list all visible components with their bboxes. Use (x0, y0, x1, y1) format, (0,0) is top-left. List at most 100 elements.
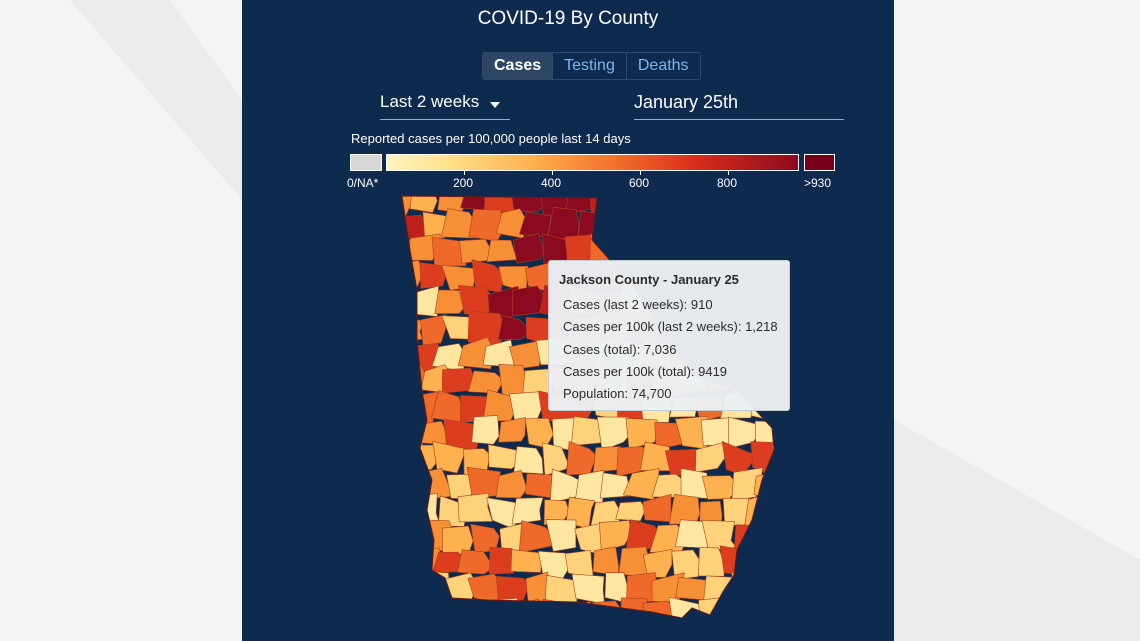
county-shape[interactable] (392, 234, 413, 263)
county-shape[interactable] (470, 523, 500, 554)
county-shape[interactable] (769, 602, 792, 632)
county-shape[interactable] (441, 264, 476, 291)
county-shape[interactable] (747, 604, 780, 629)
county-shape[interactable] (513, 446, 544, 475)
county-shape[interactable] (783, 417, 792, 445)
county-shape[interactable] (448, 624, 481, 641)
county-shape[interactable] (458, 598, 496, 627)
county-shape[interactable] (467, 370, 504, 394)
county-shape[interactable] (513, 232, 545, 264)
county-shape[interactable] (749, 547, 780, 582)
county-shape[interactable] (665, 190, 699, 216)
county-shape[interactable] (754, 629, 792, 641)
period-dropdown[interactable]: Last 2 weeks (380, 92, 510, 120)
county-shape[interactable] (721, 602, 751, 632)
county-shape[interactable] (508, 340, 542, 370)
county-shape[interactable] (653, 210, 682, 243)
county-shape[interactable] (726, 211, 760, 240)
county-shape[interactable] (543, 499, 570, 526)
county-shape[interactable] (756, 526, 787, 555)
county-shape[interactable] (511, 598, 548, 632)
county-shape[interactable] (771, 440, 792, 470)
county-shape[interactable] (699, 500, 723, 525)
county-shape[interactable] (721, 440, 758, 476)
county-shape[interactable] (421, 624, 449, 641)
county-shape[interactable] (497, 315, 533, 340)
county-shape[interactable] (730, 625, 763, 641)
county-shape[interactable] (784, 523, 792, 554)
county-shape[interactable] (498, 417, 526, 443)
county-shape[interactable] (655, 629, 689, 641)
county-shape[interactable] (574, 469, 605, 504)
county-shape[interactable] (598, 628, 633, 641)
county-shape[interactable] (406, 444, 438, 472)
county-shape[interactable] (566, 441, 597, 476)
county-shape[interactable] (392, 497, 415, 525)
county-shape[interactable] (392, 599, 414, 632)
county-shape[interactable] (407, 285, 439, 317)
county-shape[interactable] (627, 624, 660, 641)
county-shape[interactable] (457, 492, 493, 523)
county-shape[interactable] (392, 190, 414, 217)
county-shape[interactable] (545, 519, 577, 552)
county-shape[interactable] (754, 420, 792, 446)
county-shape[interactable] (589, 600, 624, 631)
county-shape[interactable] (392, 293, 420, 312)
county-shape[interactable] (498, 265, 529, 293)
county-shape[interactable] (392, 260, 423, 287)
county-shape[interactable] (525, 625, 559, 641)
county-shape[interactable] (626, 209, 657, 242)
county-shape[interactable] (494, 626, 530, 641)
county-shape[interactable] (695, 442, 727, 473)
county-shape[interactable] (418, 571, 452, 603)
tab-testing[interactable]: Testing (553, 53, 627, 79)
county-shape[interactable] (495, 469, 528, 499)
county-shape[interactable] (564, 549, 594, 580)
county-shape[interactable] (483, 597, 519, 627)
county-shape[interactable] (695, 190, 727, 215)
county-shape[interactable] (668, 494, 701, 525)
county-shape[interactable] (577, 623, 608, 641)
county-shape[interactable] (753, 209, 792, 244)
county-shape[interactable] (617, 190, 648, 215)
county-shape[interactable] (731, 571, 763, 607)
county-shape[interactable] (703, 207, 736, 239)
tab-cases[interactable]: Cases (483, 53, 554, 79)
county-shape[interactable] (678, 211, 709, 237)
county-shape[interactable] (742, 190, 778, 217)
county-shape[interactable] (394, 625, 423, 641)
county-shape[interactable] (755, 578, 791, 602)
county-shape[interactable] (524, 417, 554, 449)
county-shape[interactable] (419, 262, 448, 289)
county-shape[interactable] (392, 524, 427, 553)
county-shape[interactable] (599, 208, 637, 241)
county-shape[interactable] (518, 211, 551, 238)
county-shape[interactable] (546, 206, 579, 240)
county-shape[interactable] (409, 190, 438, 213)
county-shape[interactable] (392, 336, 418, 370)
county-shape[interactable] (773, 190, 792, 216)
county-shape[interactable] (717, 190, 753, 210)
county-shape[interactable] (405, 598, 444, 632)
county-shape[interactable] (392, 546, 413, 582)
county-shape[interactable] (543, 598, 574, 632)
county-shape[interactable] (719, 545, 757, 575)
county-shape[interactable] (680, 631, 714, 641)
county-shape[interactable] (431, 602, 468, 627)
tab-deaths[interactable]: Deaths (626, 53, 700, 79)
county-shape[interactable] (509, 190, 546, 212)
county-shape[interactable] (770, 492, 792, 529)
county-shape[interactable] (392, 470, 428, 499)
county-shape[interactable] (640, 190, 671, 216)
date-selector[interactable]: January 25th (634, 92, 844, 120)
county-shape[interactable] (596, 416, 630, 451)
county-shape[interactable] (642, 548, 673, 578)
county-shape[interactable] (547, 631, 579, 641)
county-shape[interactable] (571, 573, 605, 605)
county-shape[interactable] (486, 239, 517, 263)
county-shape[interactable] (469, 626, 502, 641)
county-shape[interactable] (615, 501, 647, 522)
county-shape[interactable] (394, 214, 426, 239)
county-shape[interactable] (432, 440, 467, 474)
county-shape[interactable] (567, 601, 593, 633)
